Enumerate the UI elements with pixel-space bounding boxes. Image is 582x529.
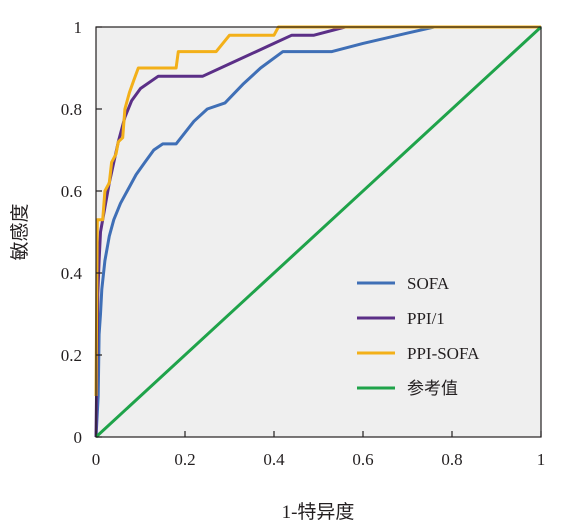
legend-label: 参考值 — [407, 379, 458, 398]
legend-label: SOFA — [407, 274, 450, 293]
x-tick-label: 1 — [537, 450, 546, 469]
series-line-1 — [94, 25, 541, 438]
y-tick-label: 0.2 — [61, 346, 82, 365]
series-layer — [94, 25, 543, 439]
x-tick-label: 0.2 — [174, 450, 195, 469]
legend-label: PPI/1 — [407, 309, 445, 328]
x-tick-label: 0.6 — [352, 450, 373, 469]
x-tick-label: 0.4 — [263, 450, 285, 469]
y-tick-label: 1 — [74, 18, 83, 37]
x-tick-label: 0 — [92, 450, 101, 469]
x-tick-label: 0.8 — [441, 450, 462, 469]
y-tick-label: 0.6 — [61, 182, 82, 201]
series-line-3 — [94, 25, 543, 439]
series-line-0 — [94, 25, 541, 438]
y-tick-label: 0 — [74, 428, 83, 447]
series-line-2 — [94, 25, 541, 397]
plot-frame — [95, 26, 542, 438]
y-axis-label: 敏感度 — [9, 203, 31, 260]
tick-layer: 0 0.2 0.4 0.6 0.8 1 0 0.2 0.4 0.6 0.8 1 — [61, 18, 546, 469]
legend: SOFA PPI/1 PPI-SOFA 参考值 — [357, 274, 480, 398]
y-tick-label: 0.4 — [61, 264, 83, 283]
legend-label: PPI-SOFA — [407, 344, 480, 363]
x-axis-label: 1-特异度 — [282, 501, 355, 523]
y-tick-label: 0.8 — [61, 100, 82, 119]
